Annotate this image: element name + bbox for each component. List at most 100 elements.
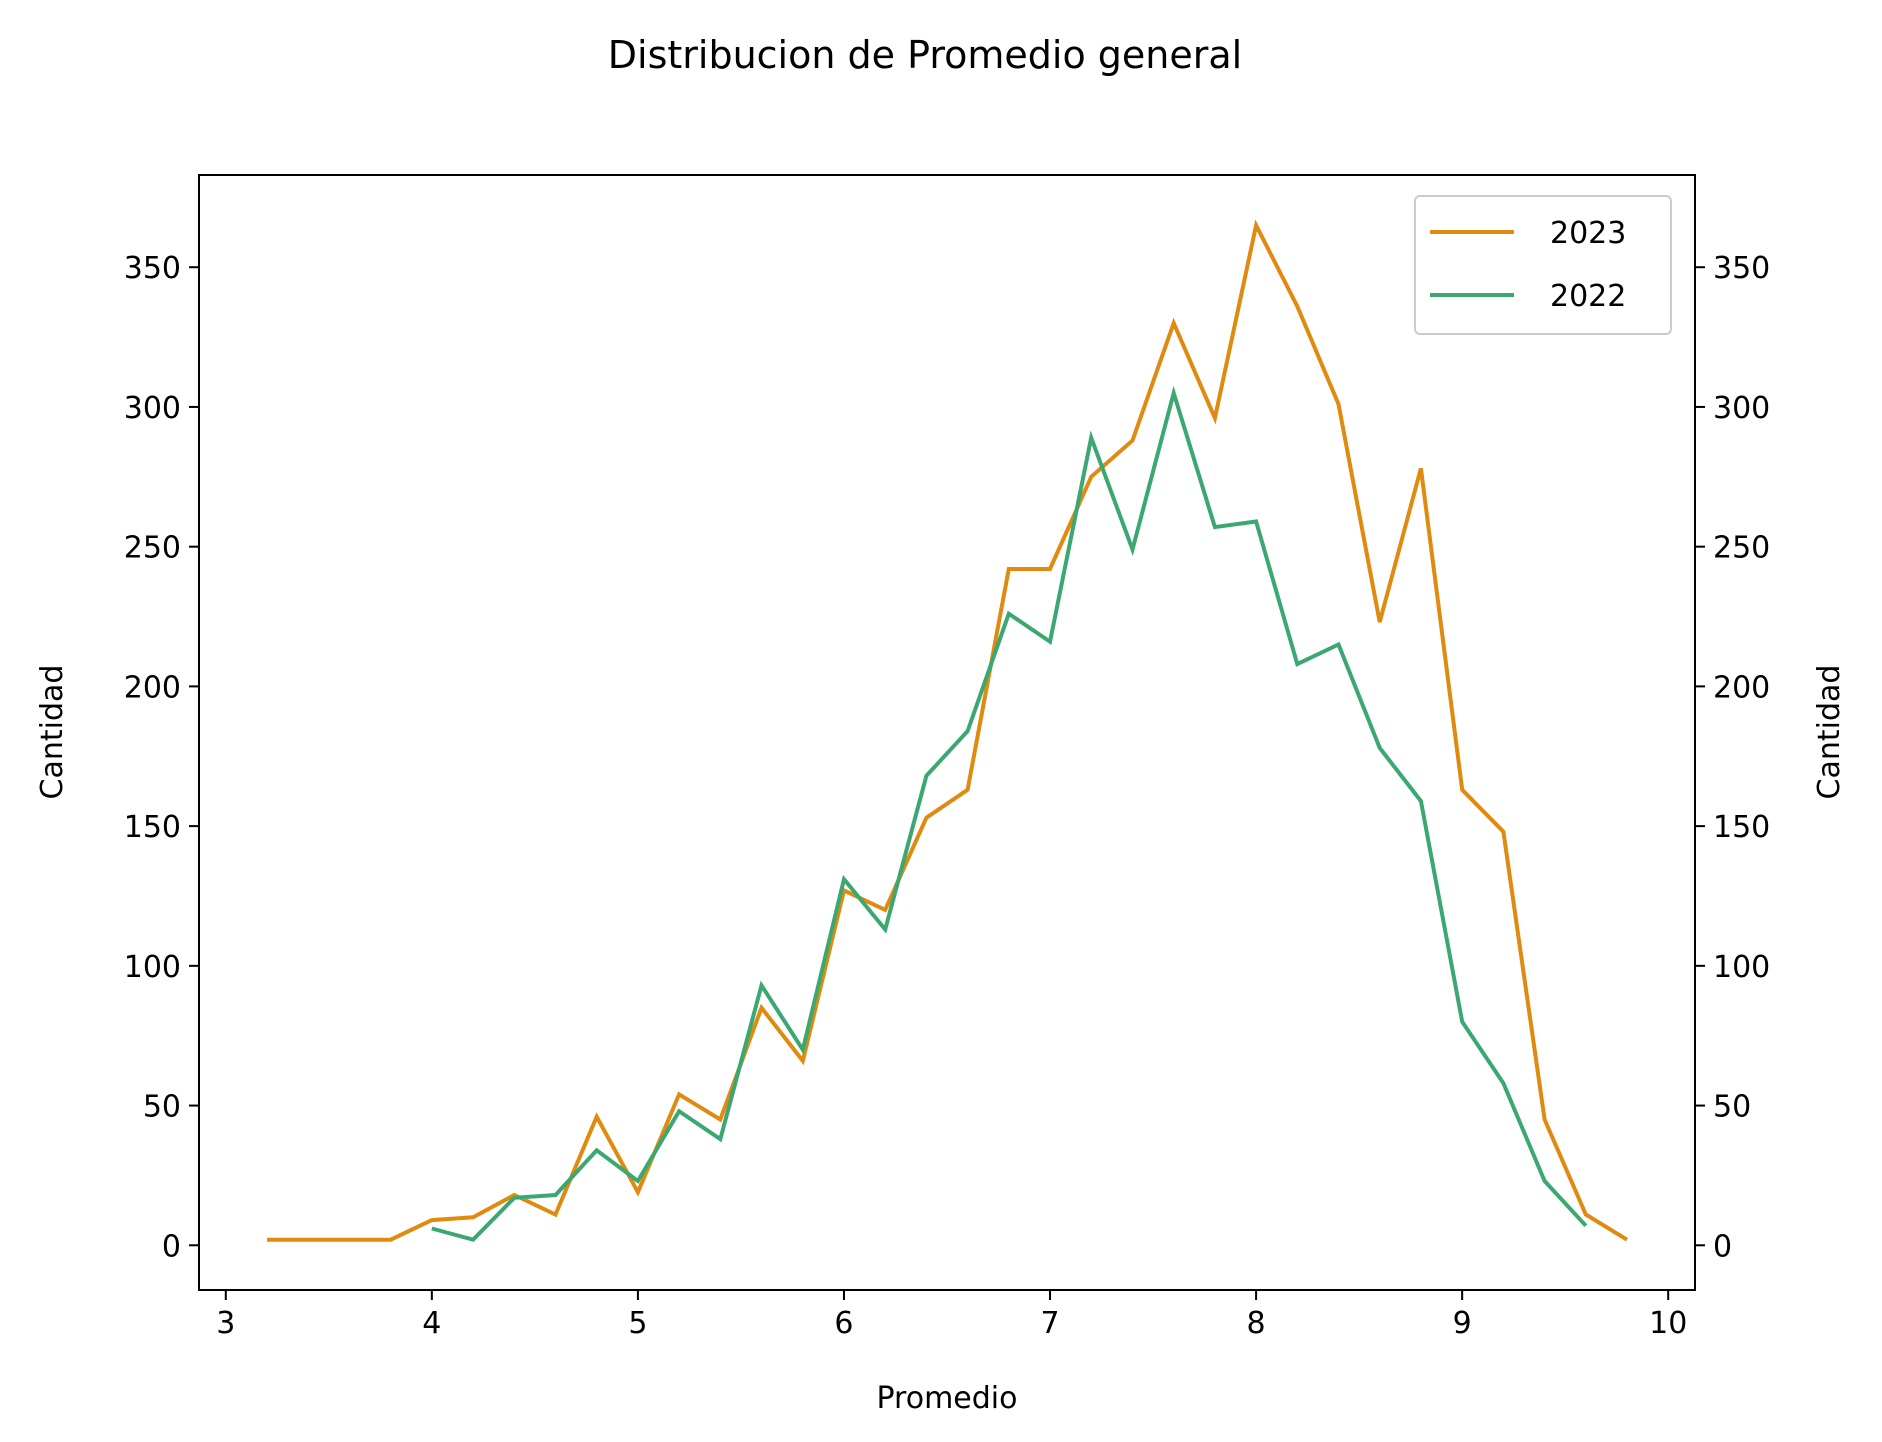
data-point-2023-3 — [390, 1239, 391, 1240]
data-point-2023-25 — [1297, 306, 1298, 307]
data-point-2023-5 — [473, 1217, 474, 1218]
data-point-2022-6 — [679, 1111, 680, 1112]
y-tick-label-left: 0 — [162, 1229, 181, 1264]
legend-label-2022: 2022 — [1550, 279, 1626, 314]
data-point-2023-10 — [679, 1094, 680, 1095]
data-point-2022-13 — [967, 731, 968, 732]
y-tick-label-left: 300 — [124, 391, 181, 426]
data-point-2022-0 — [431, 1228, 432, 1229]
y-tick-label-right: 50 — [1713, 1090, 1751, 1125]
data-point-2023-28 — [1420, 468, 1421, 469]
y-axis-label-left: Cantidad — [35, 665, 70, 800]
series-layer — [267, 219, 1629, 1242]
data-point-2022-4 — [596, 1150, 597, 1151]
x-tick-label: 8 — [1247, 1306, 1266, 1341]
data-point-2022-17 — [1132, 549, 1133, 550]
data-point-2022-1 — [473, 1239, 474, 1240]
y-tick-label-left: 200 — [124, 670, 181, 705]
data-point-2023-22 — [1173, 323, 1174, 324]
data-point-2023-24 — [1256, 225, 1257, 226]
data-point-2023-29 — [1462, 789, 1463, 790]
data-point-2023-0 — [267, 1239, 268, 1240]
x-tick-label: 6 — [834, 1306, 853, 1341]
data-point-2023-8 — [596, 1116, 597, 1117]
y-axis-left: 0 50 100 150 200 250 300 350 — [124, 251, 199, 1264]
data-point-2023-13 — [802, 1060, 803, 1061]
data-point-2022-27 — [1544, 1181, 1545, 1182]
data-point-2022-20 — [1256, 521, 1257, 522]
data-point-2022-21 — [1297, 664, 1298, 665]
data-point-2023-7 — [555, 1214, 556, 1215]
data-point-2022-24 — [1420, 801, 1421, 802]
data-point-2022-26 — [1503, 1083, 1504, 1084]
x-tick-label: 5 — [628, 1306, 647, 1341]
data-point-2023-17 — [967, 789, 968, 790]
data-point-2022-11 — [885, 929, 886, 930]
data-point-2023-11 — [720, 1119, 721, 1120]
y-tick-label-left: 150 — [124, 810, 181, 845]
series-line-2022 — [431, 385, 1588, 1242]
y-tick-label-left: 100 — [124, 950, 181, 985]
y-tick-label-left: 50 — [143, 1090, 181, 1125]
data-point-2022-12 — [926, 775, 927, 776]
data-point-2022-7 — [720, 1139, 721, 1140]
data-point-2022-22 — [1338, 644, 1339, 645]
data-point-2023-9 — [637, 1192, 638, 1193]
data-point-2023-21 — [1132, 440, 1133, 441]
x-tick-label: 9 — [1453, 1306, 1472, 1341]
data-point-2022-3 — [555, 1195, 556, 1196]
y-tick-label-right: 0 — [1713, 1229, 1732, 1264]
data-point-2022-28 — [1585, 1225, 1586, 1226]
data-point-2023-15 — [885, 909, 886, 910]
data-point-2023-16 — [926, 817, 927, 818]
data-point-2023-33 — [1627, 1239, 1628, 1240]
data-point-2023-20 — [1091, 476, 1092, 477]
data-point-2023-12 — [761, 1007, 762, 1008]
y-tick-label-right: 250 — [1713, 531, 1770, 566]
y-tick-label-left: 250 — [124, 531, 181, 566]
y-tick-label-left: 350 — [124, 251, 181, 286]
data-point-2023-6 — [514, 1195, 515, 1196]
data-point-2023-27 — [1379, 622, 1380, 623]
data-point-2022-25 — [1462, 1021, 1463, 1022]
legend-box — [1414, 195, 1672, 335]
y-axis-label-right: Cantidad — [1812, 665, 1847, 800]
data-point-2022-9 — [802, 1049, 803, 1050]
data-point-2023-32 — [1585, 1214, 1586, 1215]
data-point-2022-2 — [514, 1197, 515, 1198]
chart-title: Distribucion de Promedio general — [608, 33, 1242, 77]
x-tick-label: 7 — [1040, 1306, 1059, 1341]
legend: 2023 2022 — [1414, 195, 1672, 335]
data-point-2022-10 — [844, 879, 845, 880]
data-point-2022-5 — [637, 1181, 638, 1182]
data-point-2022-14 — [1008, 613, 1009, 614]
data-point-2023-18 — [1008, 569, 1009, 570]
y-tick-label-right: 150 — [1713, 810, 1770, 845]
series-line-2023 — [267, 219, 1629, 1242]
y-tick-label-right: 100 — [1713, 950, 1770, 985]
data-point-2023-4 — [431, 1220, 432, 1221]
x-tick-label: 10 — [1649, 1306, 1687, 1341]
data-point-2023-31 — [1544, 1119, 1545, 1120]
data-point-2023-23 — [1214, 418, 1215, 419]
data-point-2022-18 — [1173, 393, 1174, 394]
data-point-2023-19 — [1050, 569, 1051, 570]
plot-frame — [198, 174, 1696, 1291]
data-point-2023-30 — [1503, 831, 1504, 832]
y-tick-label-right: 300 — [1713, 391, 1770, 426]
y-axis-right: 0 50 100 150 200 250 300 350 — [1695, 251, 1770, 1264]
data-point-2022-23 — [1379, 747, 1380, 748]
x-axis: 3 4 5 6 7 8 9 10 — [216, 1290, 1687, 1341]
data-point-2023-14 — [844, 890, 845, 891]
data-point-2022-15 — [1050, 641, 1051, 642]
data-point-2022-19 — [1214, 527, 1215, 528]
x-tick-label: 3 — [216, 1306, 235, 1341]
data-point-2023-26 — [1338, 404, 1339, 405]
x-tick-label: 4 — [422, 1306, 441, 1341]
y-tick-label-right: 350 — [1713, 251, 1770, 286]
y-tick-label-right: 200 — [1713, 670, 1770, 705]
data-point-2022-8 — [761, 985, 762, 986]
x-axis-label: Promedio — [876, 1381, 1017, 1416]
data-point-2023-1 — [308, 1239, 309, 1240]
